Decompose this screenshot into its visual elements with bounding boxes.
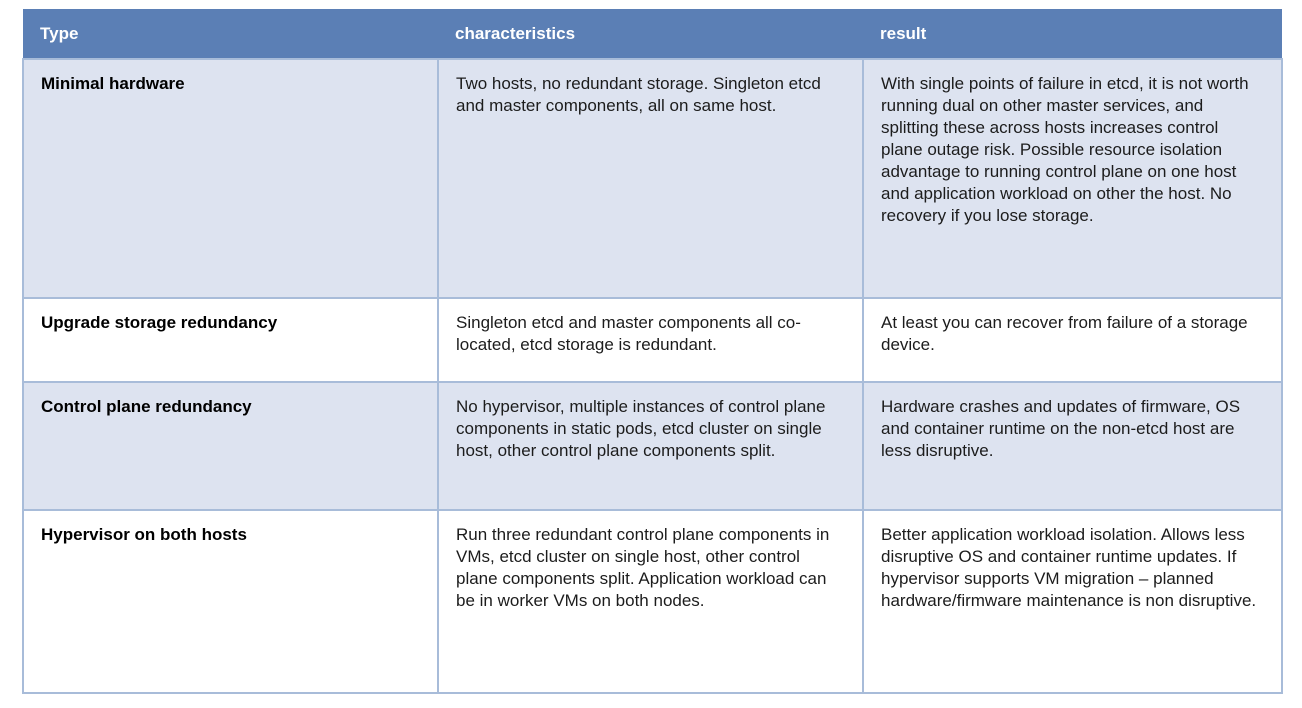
row-type-cell: Control plane redundancy xyxy=(22,381,439,511)
table-row: Upgrade storage redundancy Singleton etc… xyxy=(22,297,1283,383)
row-result-cell: Hardware crashes and updates of firmware… xyxy=(862,381,1283,511)
row-type-cell: Minimal hardware xyxy=(22,58,439,299)
row-type-cell: Upgrade storage redundancy xyxy=(22,297,439,383)
row-result-cell: With single points of failure in etcd, i… xyxy=(862,58,1283,299)
row-characteristics-cell: No hypervisor, multiple instances of con… xyxy=(437,381,864,511)
table-header-row: Type characteristics result xyxy=(23,9,1282,59)
row-result-cell: Better application workload isolation. A… xyxy=(862,509,1283,694)
table-row: Hypervisor on both hosts Run three redun… xyxy=(22,509,1283,694)
header-cell-type: Type xyxy=(23,9,438,59)
table-row: Control plane redundancy No hypervisor, … xyxy=(22,381,1283,511)
row-result-cell: At least you can recover from failure of… xyxy=(862,297,1283,383)
header-cell-characteristics: characteristics xyxy=(438,9,863,59)
row-characteristics-cell: Run three redundant control plane compon… xyxy=(437,509,864,694)
row-characteristics-cell: Singleton etcd and master components all… xyxy=(437,297,864,383)
row-characteristics-cell: Two hosts, no redundant storage. Singlet… xyxy=(437,58,864,299)
comparison-table: Type characteristics result Minimal hard… xyxy=(22,9,1283,694)
header-cell-result: result xyxy=(863,9,1282,59)
table-row: Minimal hardware Two hosts, no redundant… xyxy=(22,58,1283,299)
row-type-cell: Hypervisor on both hosts xyxy=(22,509,439,694)
